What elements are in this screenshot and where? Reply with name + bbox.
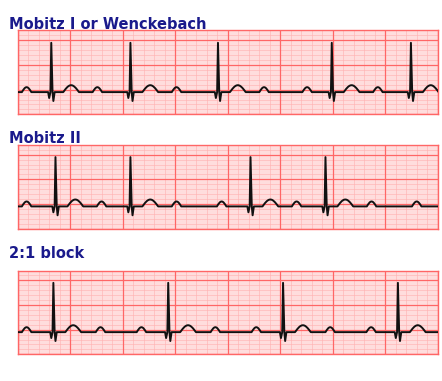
Text: Mobitz II: Mobitz II <box>9 131 81 146</box>
Text: 2:1 block: 2:1 block <box>9 246 84 261</box>
Text: Mobitz I or Wenckebach: Mobitz I or Wenckebach <box>9 17 206 32</box>
